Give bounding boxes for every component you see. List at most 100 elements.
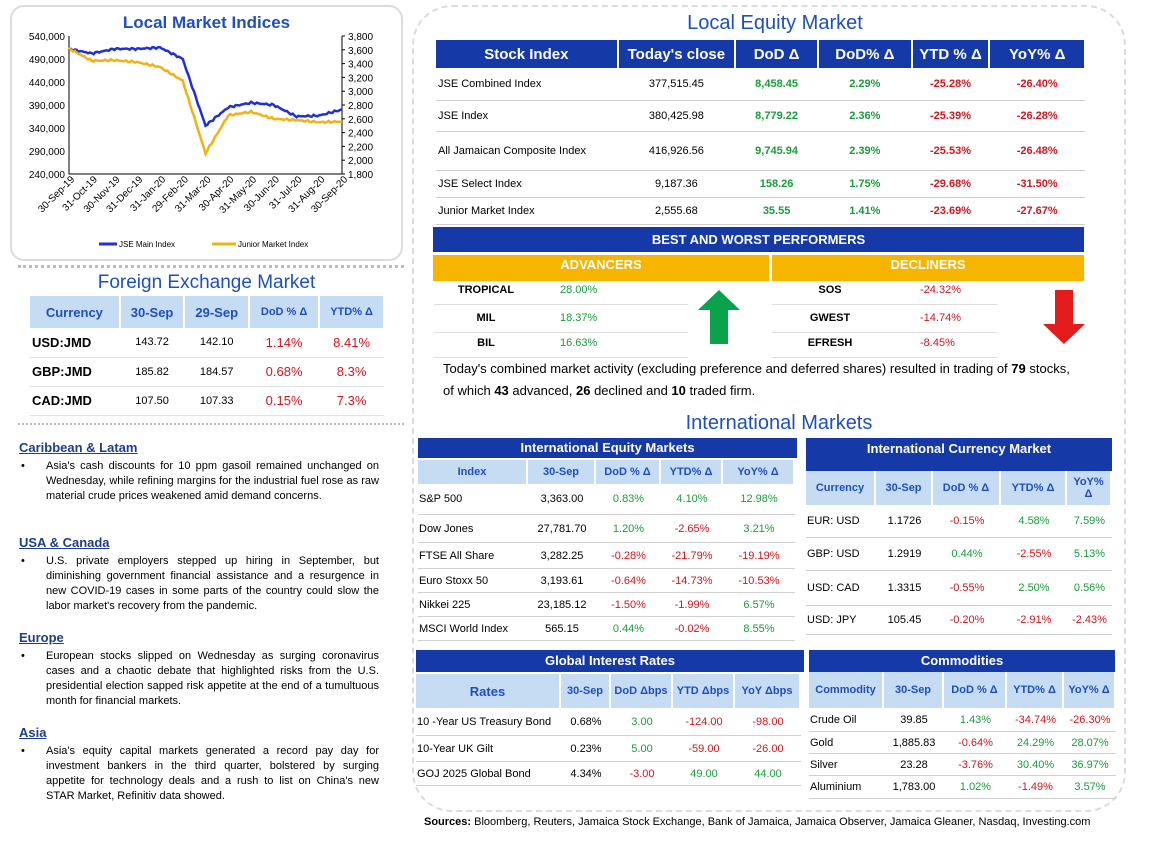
row-divider: [434, 357, 688, 358]
rates-cell: 44.00: [735, 762, 801, 786]
equity-cell: JSE Index: [436, 100, 618, 132]
equity-table: Stock Index Today's close DoD Δ DoD% Δ YTD %…: [436, 40, 1086, 225]
fx-title: Foreign Exchange Market: [97, 272, 316, 293]
right-tick-label: 2,200: [348, 142, 373, 153]
row-divider: [772, 357, 997, 358]
intl-currency-cell: USD: JPY: [806, 606, 876, 635]
intl-equity-cell: -19.19%: [723, 543, 795, 569]
intl-currency-cell: -2.55%: [1001, 538, 1067, 571]
equity-col-header: DoD% Δ: [818, 40, 913, 68]
right-tick-label: 2,000: [348, 156, 373, 167]
intl-equity-cell: MSCI World Index: [418, 617, 528, 641]
series-line: [68, 45, 343, 128]
intl-equity-cell: 23,185.12: [528, 593, 596, 617]
intl-currency-cell: 1.3315: [876, 571, 933, 606]
equity-cell: 9,187.36: [617, 170, 736, 198]
decliner-name: GWEST: [809, 312, 851, 324]
intl-currency-cell: 4.58%: [1001, 505, 1067, 538]
decliner-value: -8.45%: [920, 337, 955, 349]
commodities-cell: Aluminium: [809, 776, 884, 799]
intl-equity-cell: S&P 500: [418, 484, 528, 515]
decliner-value: -24.32%: [920, 284, 961, 296]
intl-currency-cell: GBP: USD: [806, 538, 876, 571]
commodities-cell: 30.40%: [1007, 754, 1064, 776]
table-row: CAD:JMD 107.50 107.33 0.15% 7.3%: [30, 386, 384, 416]
intl-equity-cell: -2.65%: [661, 515, 723, 543]
chart-panel: [10, 5, 403, 261]
series-line: [68, 46, 343, 158]
equity-cell: 2.29%: [818, 68, 912, 101]
commodities-cell: 23.28: [884, 754, 944, 776]
intl-equity-col-header: Index: [418, 460, 526, 484]
left-tick-label: 240,000: [29, 170, 66, 181]
rates-header: Global Interest Rates: [416, 650, 804, 672]
commodities-cell: -0.64%: [944, 732, 1007, 754]
equity-cell: -26.28%: [989, 100, 1085, 132]
intl-equity-cell: 1.20%: [596, 515, 661, 543]
rates-cell: 10 -Year US Treasury Bond: [416, 708, 561, 736]
fx-cell: 7.3%: [319, 386, 384, 416]
intl-currency-cell: 5.13%: [1067, 538, 1112, 571]
intl-equity-cell: -10.53%: [723, 569, 795, 593]
intl-currency-cell: EUR: USD: [806, 505, 876, 538]
intl-equity-cell: 3.21%: [723, 515, 795, 543]
news-heading: Asia: [19, 725, 47, 740]
intl-currency-col-header: YoY% Δ: [1067, 471, 1110, 505]
fx-col-header: 30-Sep: [119, 296, 186, 328]
equity-cell: -31.50%: [989, 170, 1085, 198]
news-text: Asia's equity capital markets generated …: [19, 744, 379, 804]
advancer-name: MIL: [476, 312, 496, 324]
table-row: JSE Index 380,425.98 8,779.22 2.36% -25.39% -…: [436, 100, 1085, 132]
rates-cell: -26.00: [735, 736, 801, 762]
equity-cell: -25.39%: [911, 100, 990, 132]
right-tick-label: 3,800: [348, 32, 373, 43]
equity-cell: -25.28%: [911, 68, 990, 101]
intl-currency-col-header: 30-Sep: [876, 471, 931, 505]
equity-col-header: DoD Δ: [735, 40, 820, 68]
commodities-cell: 1,885.83: [884, 732, 944, 754]
commodities-cell: -1.49%: [1007, 776, 1064, 799]
intl-currency-cell: 1.2919: [876, 538, 933, 571]
intl-equity-cell: Euro Stoxx 50: [418, 569, 528, 593]
rates-cell: -59.00: [673, 736, 735, 762]
commodities-cell: 3.57%: [1064, 776, 1116, 799]
intl-currency-cell: 2.50%: [1001, 571, 1067, 606]
commodities-col-header: 30-Sep: [884, 672, 942, 708]
fx-cell: 107.33: [184, 386, 250, 416]
intl-equity-cell: 3,363.00: [528, 484, 596, 515]
equity-cell: 416,926.56: [617, 131, 736, 171]
intl-currency-col-header: Currency: [806, 471, 874, 505]
decliner-value: -14.74%: [920, 312, 961, 324]
equity-cell: -26.48%: [989, 131, 1085, 171]
equity-cell: 2.39%: [818, 131, 912, 171]
intl-equity-cell: -0.28%: [596, 543, 661, 569]
rates-cell: -98.00: [735, 708, 801, 736]
intl-equity-col-header: 30-Sep: [528, 460, 594, 484]
rates-cell: GOJ 2025 Global Bond: [416, 762, 561, 786]
equity-cell: 9,745.94: [735, 131, 819, 171]
commodities-cell: 36.97%: [1064, 754, 1116, 776]
left-tick-label: 440,000: [29, 78, 66, 89]
fx-col-header: 29-Sep: [184, 296, 251, 328]
commodities-col-header: YoY% Δ: [1064, 672, 1114, 708]
intl-equity-cell: 8.55%: [723, 617, 795, 641]
intl-equity-cell: 0.83%: [596, 484, 661, 515]
decliner-name: SOS: [818, 284, 842, 296]
equity-title: Local Equity Market: [687, 12, 863, 34]
intl-currency-cell: 0.44%: [933, 538, 1001, 571]
equity-cell: 2,555.68: [617, 197, 736, 225]
equity-cell: 377,515.45: [617, 68, 736, 101]
legend-label: JSE Main Index: [119, 240, 175, 249]
intl-currency-cell: -0.15%: [933, 505, 1001, 538]
intl-currency-col-header: YTD% Δ: [1001, 471, 1065, 505]
decliner-name: EFRESH: [807, 337, 853, 349]
commodities-col-header: YTD% Δ: [1007, 672, 1062, 708]
intl-equity-cell: 27,781.70: [528, 515, 596, 543]
equity-cell: 158.26: [735, 170, 819, 198]
rates-cell: 3.00: [611, 708, 673, 736]
equity-cell: 35.55: [735, 197, 819, 225]
right-tick-label: 1,800: [348, 170, 373, 181]
fx-cell: 0.15%: [249, 386, 320, 416]
equity-cell: 380,425.98: [617, 100, 736, 132]
rates-col-header: YoY Δbps: [735, 674, 799, 708]
